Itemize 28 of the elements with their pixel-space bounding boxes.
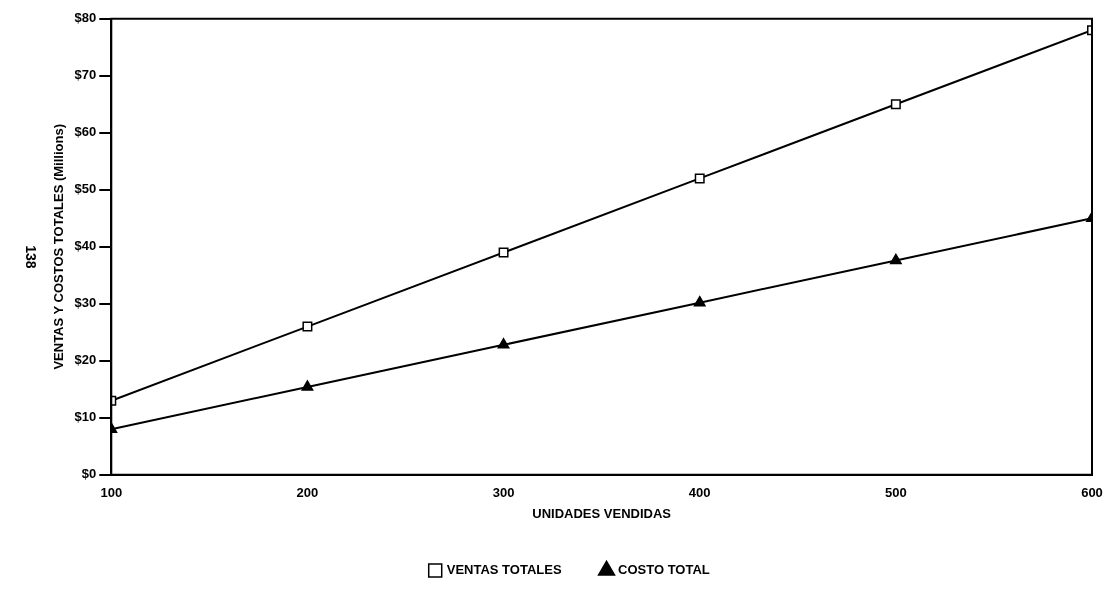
legend-label: VENTAS TOTALES [446, 562, 562, 578]
y-tick-label: $10 [74, 409, 97, 425]
point [890, 99, 901, 110]
y-tick-label: $80 [74, 10, 97, 26]
point [693, 295, 706, 307]
y-tick-label: $30 [74, 295, 97, 311]
y-tick-label: $20 [74, 352, 97, 368]
x-tick-label: 300 [492, 485, 515, 501]
y-axis-title: VENTAS Y COSTOS TOTALES (Millions) [51, 124, 67, 370]
point [498, 247, 509, 258]
y-tick-label: $70 [74, 67, 97, 83]
point [497, 338, 510, 349]
y-tick-label: $0 [81, 466, 97, 482]
y-tick-label: $60 [74, 124, 97, 140]
y-tick-label: $50 [74, 181, 97, 197]
x-tick-label: 500 [885, 485, 907, 501]
point [301, 380, 314, 391]
x-tick-label: 600 [1081, 485, 1103, 501]
x-axis-title: UNIDADES VENDIDAS [532, 505, 672, 521]
text: 138 [23, 245, 40, 269]
point [889, 253, 902, 265]
x-tick-label: 200 [296, 485, 319, 501]
legend-label: COSTO TOTAL [618, 562, 710, 578]
point [694, 173, 705, 184]
x-tick-label: 100 [100, 485, 123, 501]
point [302, 321, 313, 332]
x-tick-label: 400 [688, 485, 711, 501]
y-tick-label: $40 [74, 238, 97, 254]
